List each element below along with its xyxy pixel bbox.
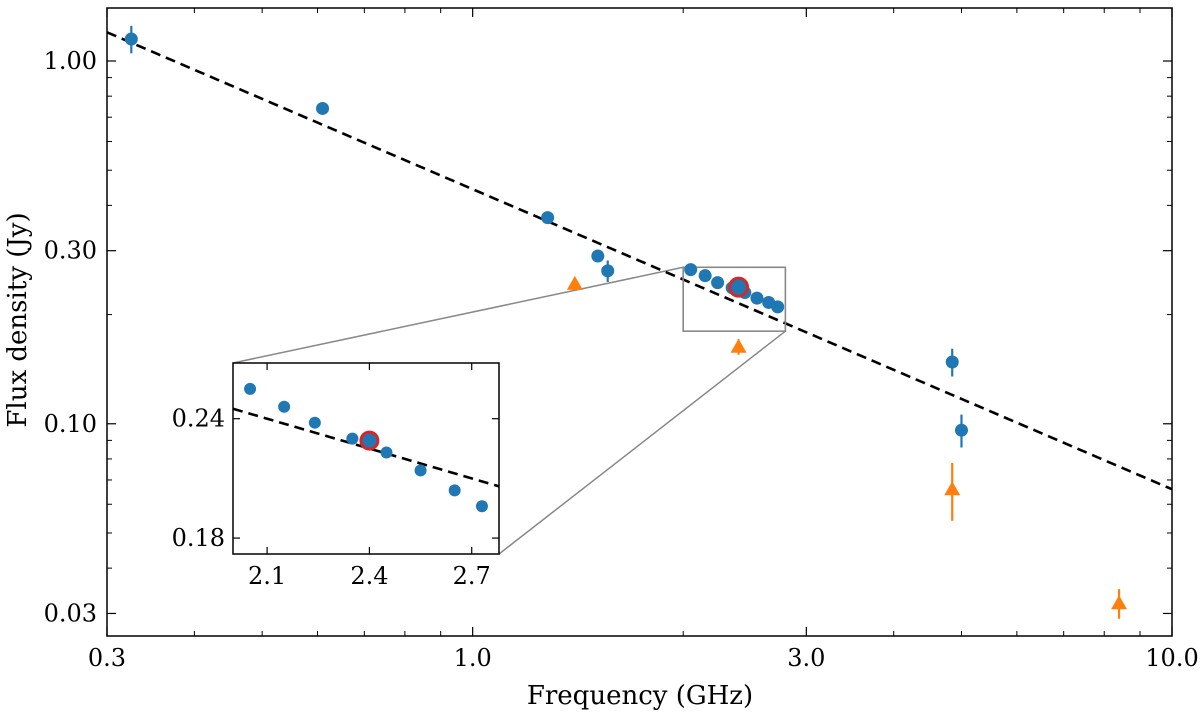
fit-line — [106, 31, 1173, 491]
detections-point — [601, 264, 615, 278]
x-tick-label: 10.0 — [1145, 644, 1198, 672]
inset-background — [233, 363, 499, 554]
upper-limits-point — [730, 338, 747, 353]
detections-point — [945, 355, 959, 369]
inset-plot: 2.1 2.4 2.7 0.18 0.24 — [172, 362, 500, 590]
x-tick-label: 1.0 — [454, 644, 492, 672]
inset-point — [346, 432, 359, 445]
connector-line-bottom — [498, 330, 786, 555]
inset-point — [414, 464, 427, 477]
inset-point — [244, 382, 257, 395]
inset-y-tick-label: 0.18 — [172, 524, 225, 552]
detections-point — [591, 249, 605, 263]
x-tick-label: 3.0 — [787, 644, 825, 672]
upper-limits-point — [1111, 595, 1128, 610]
y-axis-label: Flux density (Jy) — [3, 212, 33, 427]
inset-point — [475, 500, 488, 513]
inset-y-tick-label: 0.24 — [172, 405, 225, 433]
connector-line-top — [232, 266, 684, 364]
detections-point — [750, 291, 764, 305]
detections-point — [541, 211, 555, 225]
upper-limits-point — [566, 275, 583, 290]
inset-highlight-point — [359, 430, 380, 451]
x-axis-label: Frequency (GHz) — [527, 681, 753, 711]
main-plot-frame — [106, 7, 1173, 637]
upper-limits-point — [944, 481, 961, 496]
y-tick-label: 0.10 — [44, 410, 97, 438]
detections-point — [316, 101, 330, 115]
highlighted-point — [728, 276, 750, 298]
y-tick-label: 0.03 — [44, 599, 97, 627]
detections-point — [684, 263, 698, 277]
y-tick-label: 0.30 — [44, 237, 97, 265]
inset-fit-line — [232, 407, 500, 488]
x-tick-label: 0.3 — [88, 644, 126, 672]
detections-point — [954, 423, 968, 437]
inset-connector-lines — [232, 266, 786, 555]
detections-point — [711, 276, 725, 290]
inset-point — [278, 400, 291, 413]
detections-point — [124, 32, 138, 46]
inset-x-tick-label: 2.4 — [350, 562, 388, 590]
inset-point — [448, 484, 461, 497]
inset-point — [308, 416, 321, 429]
y-tick-label: 1.00 — [44, 47, 97, 75]
inset-x-tick-label: 2.7 — [453, 562, 491, 590]
inset-point — [380, 446, 393, 459]
inset-frame — [232, 362, 500, 555]
main-plot: 0.3 1.0 3.0 10.0 0.03 0.10 0.30 1.00 — [44, 7, 1199, 672]
detections-point — [698, 269, 712, 283]
detections-point — [771, 300, 785, 314]
inset-x-tick-label: 2.1 — [248, 562, 286, 590]
zoom-region-box — [682, 266, 787, 332]
